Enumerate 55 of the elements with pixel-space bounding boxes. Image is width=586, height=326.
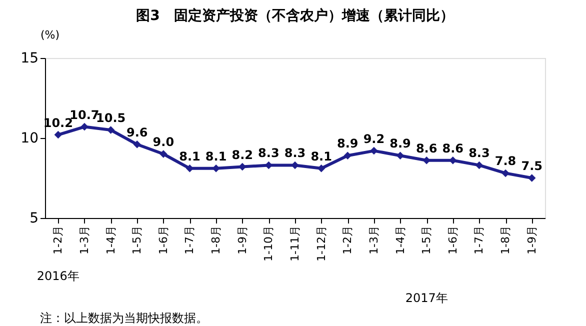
data-label: 8.3	[284, 146, 306, 160]
point	[528, 174, 536, 182]
x-tick-label: 1-6月	[446, 226, 460, 254]
point	[54, 130, 62, 139]
point	[133, 140, 141, 148]
point	[344, 152, 352, 160]
x-tick-label: 1-3月	[78, 226, 91, 254]
data-label: 8.6	[442, 141, 464, 156]
point	[80, 122, 88, 131]
point	[502, 169, 510, 178]
point	[422, 156, 430, 164]
data-label: 7.5	[521, 159, 542, 173]
x-tick-label: 1-4月	[104, 226, 118, 254]
data-label: 8.3	[468, 146, 490, 160]
x-tick-label: 1-3月	[367, 226, 380, 254]
x-tick-label: 1-6月	[156, 226, 170, 254]
x-tick-label: 1-7月	[183, 226, 196, 254]
point	[475, 161, 484, 170]
data-label: 9.0	[152, 135, 174, 149]
x-tick-label: 1-9月	[236, 226, 249, 254]
x-tick-label: 1-11月	[288, 226, 302, 262]
x-tick-label: 1-12月	[314, 226, 328, 262]
x-tick-label: 1-2月	[52, 226, 65, 254]
x-tick-label: 1-5月	[130, 226, 144, 254]
data-label: 8.3	[258, 146, 280, 160]
data-label: 7.8	[494, 154, 516, 168]
x-tick-label: 1-5月	[420, 226, 434, 254]
x-tick-label: 1-2月	[341, 226, 354, 254]
point	[449, 156, 457, 164]
x-tick-label: 1-7月	[472, 226, 486, 254]
y-axis-title: (%)	[40, 28, 60, 42]
point	[160, 150, 168, 158]
data-label: 9.2	[363, 132, 385, 146]
data-label: 8.6	[416, 141, 438, 156]
x-tick-label: 1-8月	[210, 226, 223, 254]
data-label: 8.2	[232, 148, 253, 162]
y-tick-label: 15	[20, 50, 38, 66]
chart-title: 图3 固定资产投资（不含农户）增速（累计同比）	[136, 7, 454, 24]
y-tick-label: 10	[20, 130, 38, 146]
x-tick-label: 1-4月	[394, 226, 407, 254]
text: 2016年	[36, 269, 80, 283]
x-tick-label: 1-8月	[499, 226, 512, 254]
data-label: 8.9	[337, 136, 358, 151]
point	[396, 152, 404, 160]
data-label: 9.6	[126, 125, 148, 140]
x-tick-label: 1-10月	[262, 226, 276, 262]
y-tick-label: 5	[30, 210, 38, 226]
point	[370, 146, 378, 155]
data-label: 8.1	[205, 149, 227, 164]
data-label: 8.1	[310, 149, 332, 164]
data-label: 8.1	[179, 149, 200, 164]
text: 注：以上数据为当期快报数据。	[40, 311, 208, 325]
data-label: 8.9	[390, 136, 411, 151]
x-tick-label: 1-9月	[525, 226, 538, 254]
text: 2017年	[405, 291, 448, 305]
